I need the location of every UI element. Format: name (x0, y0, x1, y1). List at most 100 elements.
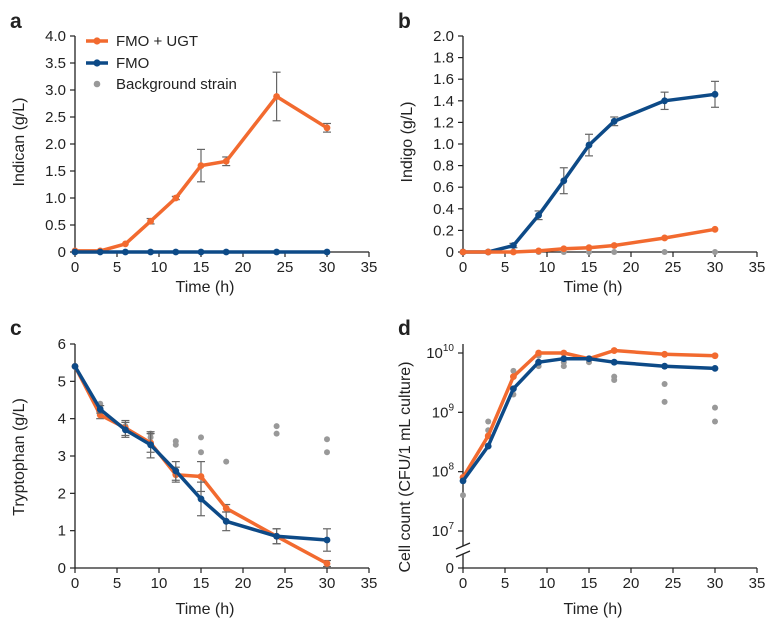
panel-a-y-tick-label: 2.5 (45, 109, 66, 126)
panel-b-point-background-strain (611, 249, 618, 255)
panel-d-point-fmo (711, 365, 719, 372)
panel-b-point-fmo-ugt (535, 247, 542, 255)
panel-a-x-tick-label: 10 (151, 259, 168, 276)
panel-c-point-background-strain (223, 458, 230, 465)
panel-b-y-tick-label: 1.8 (433, 50, 454, 67)
panel-d-point-fmo (484, 442, 492, 450)
panel-b-y-tick-label: 0.4 (433, 201, 454, 218)
legend: FMO + UGT FMO Background strain (86, 33, 237, 93)
panel-a-point-fmo (323, 248, 331, 256)
panel-d-point-fmo-ugt (535, 349, 542, 357)
panel-b-x-tick-label: 10 (539, 259, 556, 276)
panel-d-point-fmo (560, 355, 568, 363)
panel-d-point-fmo-ugt (661, 350, 668, 358)
panel-a-y-tick-label: 4.0 (45, 28, 66, 45)
panel-a-point-fmo (197, 248, 205, 256)
panel-c-y-tick-label: 0 (58, 560, 66, 577)
panel-b-point-fmo-ugt (560, 245, 568, 253)
panel-c-point-fmo (172, 467, 180, 475)
panel-d-point-fmo (585, 355, 593, 363)
panel-c-point-background-strain (198, 434, 204, 441)
panel-d-point-background-strain (485, 418, 492, 425)
panel-d-point-background-strain (661, 381, 668, 388)
panel-c-y-tick-label: 5 (58, 373, 66, 390)
panel-b-y-axis-title: Indigo (g/L) (399, 102, 416, 183)
panel-d-x-tick-label: 15 (581, 575, 598, 592)
panel-b-x-tick-label: 25 (665, 259, 682, 276)
panel-letter-d: d (398, 317, 411, 340)
panel-a-y-tick-label: 3.5 (45, 55, 66, 72)
panel-a-y-tick-label: 0.5 (45, 217, 66, 234)
panel-d-y-axis-title: Cell count (CFU/1 mL culture) (397, 361, 414, 572)
panel-b-y-tick-label: 0.6 (433, 179, 454, 196)
panel-c-y-tick-label: 1 (58, 523, 66, 540)
panel-b-point-background-strain (712, 249, 718, 255)
panel-b-x-axis-title: Time (h) (564, 279, 623, 296)
panel-d-axis-break-mark-upper (455, 542, 471, 550)
panel-d-y-tick-label: 107 (432, 521, 455, 540)
panel-c: c 0 5 10 15 20 25 30 35 0 1 2 3 4 5 6 Time (h) Tryptop… (10, 317, 377, 618)
panel-letter-a: a (10, 10, 22, 33)
panel-c-point-fmo-ugt (197, 473, 205, 480)
panel-a-axes: 0 5 10 15 20 25 30 35 0 0.5 1.0 1.5 2.0 2.5 3.0 3.5 4.0 (45, 28, 377, 276)
panel-d-point-fmo (535, 358, 542, 366)
panel-d-point-fmo (661, 362, 668, 370)
panel-a-y-tick-label: 1.5 (45, 163, 66, 180)
panel-d-point-fmo (610, 358, 618, 366)
panel-a-point-fmo-ugt (273, 93, 280, 100)
panel-c-point-fmo-ugt (222, 504, 230, 512)
panel-c-y-tick-label: 6 (58, 336, 66, 353)
panel-a-point-fmo-ugt (172, 194, 180, 202)
panel-a-x-tick-label: 15 (193, 259, 210, 276)
panel-a-x-tick-label: 25 (277, 259, 294, 276)
panel-d-point-background-strain (460, 492, 466, 499)
panel-a-x-tick-label: 20 (235, 259, 252, 276)
panel-c-x-tick-label: 35 (361, 575, 378, 592)
panel-a-x-axis-title: Time (h) (176, 279, 235, 296)
panel-a-y-axis-title: Indican (g/L) (11, 98, 28, 187)
panel-c-point-background-strain (273, 430, 280, 437)
panel-b-point-fmo-ugt (459, 248, 467, 256)
panel-d-axes: 0 5 10 15 20 25 30 35 0 107 108 109 1010 (426, 343, 765, 592)
panel-c-point-fmo (71, 363, 79, 370)
panel-a-point-fmo-ugt (197, 162, 205, 170)
panel-d-x-tick-label: 35 (749, 575, 766, 592)
panel-b-x-tick-label: 35 (749, 259, 766, 276)
panel-d-x-tick-label: 25 (665, 575, 682, 592)
panel-letter-c: c (10, 317, 22, 340)
panel-b-point-fmo-ugt (510, 248, 517, 256)
panel-d-point-fmo-ugt (510, 373, 517, 381)
panel-d-y-tick-label: 108 (432, 462, 455, 481)
panel-c-x-tick-label: 0 (71, 575, 79, 592)
panel-b-point-fmo (535, 211, 542, 219)
panel-b-x-tick-label: 30 (707, 259, 724, 276)
panel-c-point-fmo (96, 405, 104, 413)
panel-b-point-fmo-ugt (585, 244, 593, 252)
panel-b-x-tick-label: 20 (623, 259, 640, 276)
panel-b-point-fmo (610, 117, 618, 125)
panel-a-point-fmo-ugt (323, 124, 331, 132)
legend-item-fmo-ugt: FMO + UGT (86, 33, 198, 50)
panel-d-point-background-strain (560, 363, 567, 370)
panel-b-x-tick-label: 15 (581, 259, 598, 276)
panel-d-x-tick-label: 5 (501, 575, 509, 592)
panel-c-point-fmo (147, 441, 155, 449)
legend-label-background-strain: Background strain (116, 76, 237, 93)
panel-c-point-fmo (323, 536, 331, 544)
panel-a-y-tick-label: 0 (58, 244, 66, 261)
panel-d-point-fmo-ugt (560, 349, 568, 357)
panel-c-y-tick-label: 3 (58, 448, 66, 465)
panel-c-point-background-strain (324, 436, 330, 443)
panel-b-y-tick-label: 2.0 (433, 28, 454, 45)
legend-marker-fmo (93, 59, 101, 67)
panel-c-x-tick-label: 25 (277, 575, 294, 592)
panel-b-y-tick-label: 0.8 (433, 158, 454, 175)
panel-d-point-background-strain (712, 418, 718, 425)
panel-b-point-fmo (560, 177, 568, 185)
panel-c-y-axis-title: Tryptophan (g/L) (11, 398, 28, 516)
panel-a-x-tick-label: 5 (113, 259, 121, 276)
panel-a-point-fmo-ugt (147, 217, 155, 225)
panel-c-point-fmo (197, 495, 205, 503)
